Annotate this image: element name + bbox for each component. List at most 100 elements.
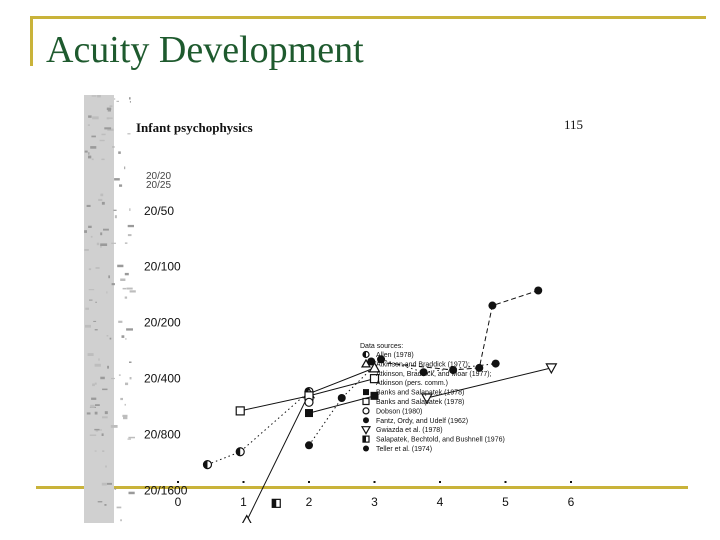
data-point bbox=[534, 286, 543, 295]
scan-noise bbox=[94, 329, 98, 331]
scan-noise bbox=[124, 242, 128, 244]
scan-noise bbox=[95, 404, 100, 406]
scan-noise bbox=[104, 504, 107, 506]
scan-noise bbox=[129, 290, 136, 293]
scan-noise bbox=[129, 101, 131, 103]
page-heading: Infant psychophysics bbox=[136, 120, 253, 135]
scan-noise bbox=[98, 358, 100, 361]
x-tick-label: 6 bbox=[568, 495, 575, 509]
data-point bbox=[488, 301, 497, 310]
legend-marker bbox=[362, 407, 370, 415]
legend-entry: Salapatek, Bechtold, and Bushnell (1976) bbox=[376, 437, 505, 444]
legend-entry: Atkinson and Braddick (1977); bbox=[376, 361, 470, 368]
scan-noise bbox=[126, 328, 133, 331]
scan-noise bbox=[128, 436, 135, 439]
scan-noise bbox=[129, 208, 131, 211]
scan-noise bbox=[94, 382, 97, 385]
scan-noise bbox=[97, 501, 103, 503]
scan-noise bbox=[114, 488, 117, 490]
data-point bbox=[369, 374, 380, 384]
scan-noise bbox=[109, 105, 113, 107]
data-point bbox=[305, 409, 313, 418]
scan-noise bbox=[110, 425, 118, 428]
frame-bottom-rule bbox=[36, 486, 688, 489]
scan-noise bbox=[129, 361, 132, 363]
legend-entry: Atkinson, Braddick, and Moar (1977); bbox=[376, 371, 492, 378]
legend-entry: Gwiazda et al. (1978) bbox=[376, 427, 443, 434]
scan-noise bbox=[127, 133, 131, 135]
scan-noise bbox=[122, 287, 127, 290]
scan-noise bbox=[88, 289, 95, 291]
legend-marker bbox=[363, 445, 369, 452]
scan-noise bbox=[85, 307, 89, 310]
data-point bbox=[370, 391, 379, 400]
scan-noise bbox=[94, 428, 100, 431]
scan-noise bbox=[102, 416, 108, 419]
scan-noise bbox=[95, 301, 97, 303]
data-point bbox=[367, 357, 376, 366]
scan-noise bbox=[118, 151, 121, 154]
legend-marker bbox=[360, 358, 372, 368]
scan-noise bbox=[118, 320, 123, 323]
scan-noise bbox=[85, 324, 91, 328]
scan-noise bbox=[124, 166, 126, 170]
data-point bbox=[235, 406, 245, 416]
frame-top-rule bbox=[30, 16, 706, 19]
legend-entry: Allen (1978) bbox=[376, 352, 414, 359]
scan-noise bbox=[101, 482, 107, 486]
scan-noise bbox=[88, 115, 92, 118]
data-point bbox=[420, 393, 433, 405]
scan-noise bbox=[114, 215, 117, 219]
legend-entry: Atkinson (pers. comm.) bbox=[376, 380, 448, 387]
scan-noise bbox=[106, 335, 109, 337]
scan-noise bbox=[100, 376, 105, 380]
data-point bbox=[304, 397, 314, 407]
legend-entry: Banks and Salapatek (1978) bbox=[376, 399, 464, 406]
data-point bbox=[545, 363, 558, 375]
scan-noise bbox=[114, 178, 120, 181]
scan-noise bbox=[106, 117, 110, 120]
scan-noise bbox=[122, 414, 128, 417]
scan-noise bbox=[97, 429, 102, 431]
y-tick-label: 20/100 bbox=[144, 260, 181, 274]
scan-noise bbox=[100, 232, 103, 236]
data-point bbox=[241, 514, 252, 523]
scanned-figure: Infant psychophysics 115 20/50 20/100 20/2… bbox=[84, 95, 608, 523]
scan-noise bbox=[91, 135, 96, 138]
y-tick-label-faint: 20/20 bbox=[146, 171, 171, 182]
scan-noise bbox=[104, 127, 112, 130]
scan-noise bbox=[116, 506, 122, 509]
scan-noise bbox=[98, 198, 103, 201]
scan-noise bbox=[107, 128, 114, 131]
data-point bbox=[449, 366, 458, 375]
scan-noise bbox=[100, 243, 108, 246]
scan-noise bbox=[108, 117, 113, 119]
scan-noise bbox=[109, 337, 112, 340]
scan-noise bbox=[108, 275, 110, 279]
scan-noise bbox=[117, 264, 124, 268]
scan-noise bbox=[84, 249, 89, 251]
scan-noise bbox=[88, 152, 90, 155]
scan-noise bbox=[100, 193, 104, 197]
page-number: 115 bbox=[564, 117, 583, 132]
scan-noise bbox=[124, 272, 129, 276]
legend-title: Data sources: bbox=[360, 343, 403, 350]
scan-noise bbox=[94, 411, 98, 415]
scan-noise bbox=[129, 97, 131, 100]
x-tick-mark bbox=[439, 481, 441, 483]
legend-marker bbox=[362, 397, 370, 406]
x-tick-label: 0 bbox=[175, 495, 182, 509]
scan-noise bbox=[111, 283, 115, 286]
y-tick-label: 20/400 bbox=[144, 372, 181, 386]
scan-noise bbox=[112, 146, 115, 148]
scan-noise bbox=[103, 228, 109, 231]
scan-noise bbox=[107, 365, 109, 369]
scan-noise bbox=[114, 98, 116, 100]
data-point-fill bbox=[236, 447, 241, 456]
scan-noise bbox=[91, 397, 97, 400]
scan-noise bbox=[96, 242, 100, 246]
scan-noise bbox=[111, 242, 116, 244]
acuity-chart: Infant psychophysics 115 20/50 20/100 20/2… bbox=[84, 95, 583, 523]
scan-noise bbox=[120, 397, 123, 401]
scan-noise bbox=[99, 139, 105, 142]
